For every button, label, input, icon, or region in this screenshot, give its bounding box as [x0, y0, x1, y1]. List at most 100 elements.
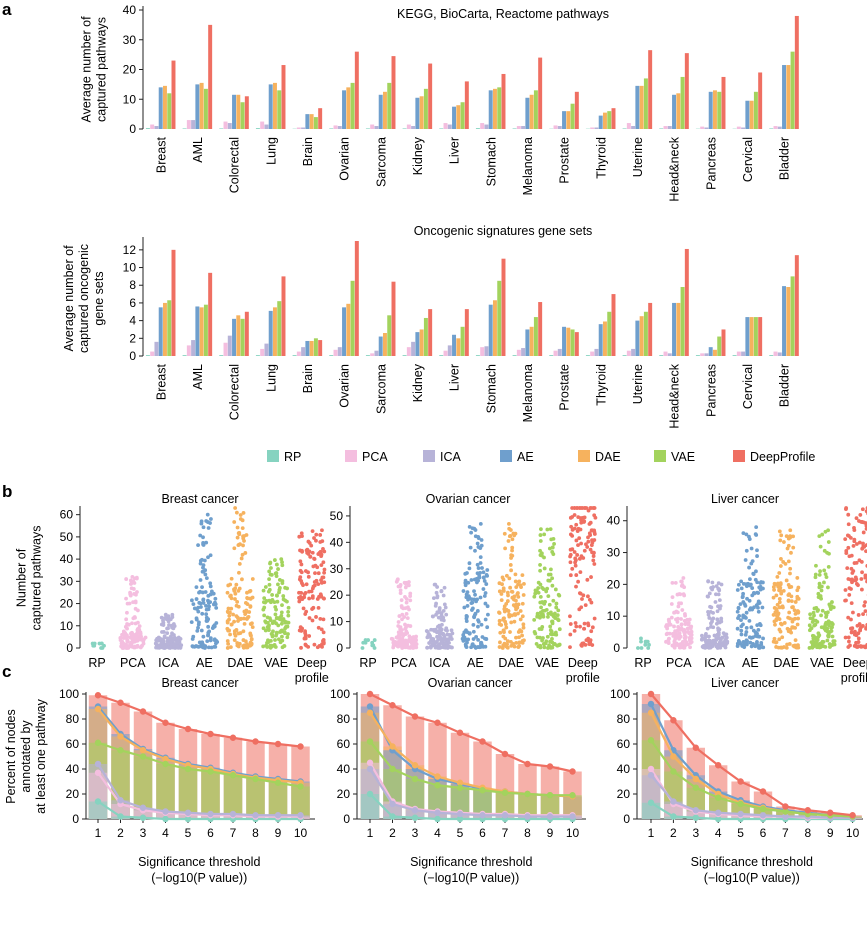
bar-pca-head-neck	[663, 351, 668, 356]
dot-pca	[126, 622, 131, 627]
dot-ae	[469, 530, 474, 535]
dot-ica	[724, 635, 729, 640]
dot-deep-profile	[320, 539, 325, 544]
dot-dae	[517, 635, 521, 640]
dot-ae	[744, 584, 749, 589]
dot-vae	[819, 613, 823, 618]
dot-ae	[471, 637, 476, 641]
dot-deep-profile	[312, 642, 317, 647]
dot-deep-profile	[844, 548, 849, 553]
dot-ae	[214, 605, 219, 610]
y-tick-label: 40	[330, 535, 344, 549]
dot-pca	[132, 615, 137, 619]
dot-dae	[502, 630, 506, 635]
dot-ae	[480, 566, 484, 570]
dot-pca	[673, 629, 677, 634]
dot-ae	[204, 612, 209, 617]
dot-ae	[741, 614, 746, 619]
dot-vae	[269, 573, 274, 577]
dot-pca	[118, 636, 123, 640]
dot-dae	[248, 605, 253, 609]
bar-pca-brain	[296, 351, 301, 356]
bar-ae-ovarian	[342, 90, 347, 129]
dot-pca	[404, 629, 409, 634]
dot-deep-profile	[858, 644, 863, 648]
bar-dae-liver	[456, 105, 461, 129]
bar-pca-liver	[443, 350, 448, 356]
dot-deep-profile	[298, 568, 303, 573]
dot-dae	[497, 618, 502, 623]
dot-dae	[787, 585, 792, 590]
dot-vae	[826, 633, 830, 638]
x-axis-sublabel: (−log10(P value))	[423, 871, 519, 885]
dot-deep-profile	[313, 571, 317, 576]
dot-ae	[201, 597, 206, 602]
bar-deepprofile-cervical	[758, 317, 763, 356]
dot-vae	[550, 550, 555, 554]
bar-deepprofile-sarcoma	[391, 56, 396, 129]
bar-dae-breast	[162, 302, 167, 356]
dot-dae	[503, 546, 508, 551]
dot-dae	[521, 625, 526, 630]
y-tick-label: 0	[613, 641, 620, 655]
dot-vae	[552, 542, 556, 546]
dot-rp	[91, 643, 96, 648]
dot-dae	[245, 590, 249, 595]
x-tick-label: Bladder	[778, 137, 792, 180]
dot-ae	[479, 622, 484, 627]
dot-ae	[756, 609, 761, 614]
point-rp	[117, 813, 124, 820]
dot-ae	[484, 573, 489, 577]
dot-vae	[818, 569, 822, 574]
line-rp	[97, 800, 301, 821]
point-vae	[782, 808, 789, 815]
dot-pca	[137, 624, 142, 629]
bar-dae-sarcoma	[382, 91, 387, 129]
point-deepprofile	[827, 809, 834, 816]
dot-deep-profile	[586, 594, 590, 599]
bar-vae-prostate	[570, 329, 575, 356]
bar-vae-cervical	[753, 91, 758, 129]
point-rp	[139, 814, 147, 821]
dot-ae	[466, 580, 471, 585]
dot-vae	[281, 594, 286, 598]
dot-deep-profile	[574, 573, 579, 577]
x-tick-label: PCA	[120, 656, 146, 670]
dot-rp	[639, 646, 644, 650]
dot-ae	[485, 568, 490, 572]
dot-pca	[667, 631, 672, 636]
dot-vae	[823, 529, 828, 534]
dot-pca	[408, 598, 413, 603]
x-tick-label: 4	[162, 826, 169, 840]
dot-ae	[758, 645, 762, 650]
dot-ica	[167, 623, 171, 627]
dot-deep-profile	[587, 642, 592, 647]
dot-vae	[817, 584, 822, 589]
dot-pca	[670, 580, 675, 585]
dot-ae	[758, 623, 763, 628]
dot-vae	[261, 588, 266, 593]
bar-ica-cervical	[741, 351, 746, 356]
dot-ica	[706, 610, 710, 614]
bar-ae-ovarian	[342, 307, 347, 356]
dot-ica	[707, 634, 711, 639]
dot-dae	[787, 592, 792, 597]
dot-ae	[205, 639, 210, 644]
dot-ae	[465, 604, 470, 608]
dot-pca	[687, 617, 692, 622]
bar-ae-brain	[305, 114, 310, 129]
bar-dae-cervical	[749, 100, 754, 129]
dot-ae	[201, 601, 206, 605]
dot-vae	[535, 614, 540, 619]
dot-dae	[504, 642, 509, 647]
dot-ica	[716, 581, 721, 586]
dot-deep-profile	[568, 547, 573, 552]
dot-vae	[539, 612, 544, 617]
dot-deep-profile	[845, 566, 850, 571]
bar-deepprofile-thyroid	[611, 108, 616, 129]
chart-title: Breast cancer	[161, 676, 238, 690]
dot-deep-profile	[859, 587, 864, 592]
dot-deep-profile	[850, 626, 855, 631]
